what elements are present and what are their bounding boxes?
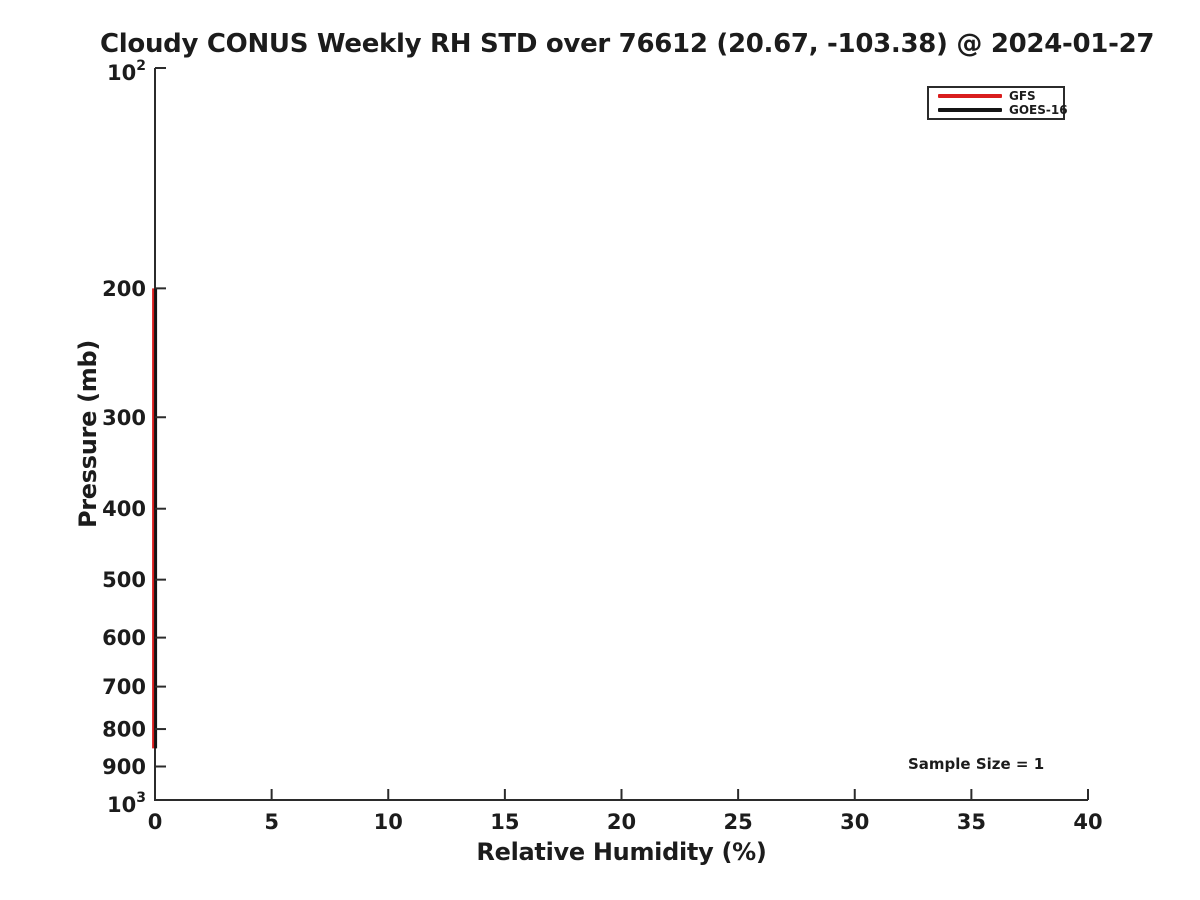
sample-size-annotation: Sample Size = 1 <box>908 755 1045 773</box>
legend-label: GOES-16 <box>1009 102 1068 117</box>
legend: GFS GOES-16 <box>927 86 1068 120</box>
x-tick-label: 35 <box>957 810 986 834</box>
y-tick-label: 600 <box>102 626 146 650</box>
x-tick-label: 40 <box>1073 810 1102 834</box>
y-tick-label: 700 <box>102 675 146 699</box>
x-axis-label: Relative Humidity (%) <box>476 838 767 866</box>
y-tick-label: 200 <box>102 277 146 301</box>
x-tick-label: 20 <box>607 810 636 834</box>
legend-line-icon <box>938 107 1002 112</box>
legend-label: GFS <box>1009 89 1036 104</box>
legend-entry-goes-16: GOES-16 <box>938 104 1068 116</box>
y-tick-label: 102 <box>107 58 146 85</box>
y-tick-label: 500 <box>102 568 146 592</box>
x-tick-label: 25 <box>724 810 753 834</box>
x-tick-label: 30 <box>840 810 869 834</box>
y-tick-label: 300 <box>102 406 146 430</box>
y-axis-label: Pressure (mb) <box>74 339 102 529</box>
y-tick-label: 900 <box>102 755 146 779</box>
y-tick-label: 400 <box>102 497 146 521</box>
x-tick-label: 15 <box>490 810 519 834</box>
y-tick-label: 103 <box>107 790 146 817</box>
x-tick-label: 0 <box>148 810 163 834</box>
legend-entry-gfs: GFS <box>938 90 1057 102</box>
x-tick-label: 10 <box>374 810 403 834</box>
axis-spines <box>154 68 1088 801</box>
y-tick-label: 800 <box>102 718 146 742</box>
chart-title: Cloudy CONUS Weekly RH STD over 76612 (2… <box>100 29 1155 59</box>
legend-line-icon <box>938 94 1002 99</box>
x-tick-label: 5 <box>264 810 279 834</box>
